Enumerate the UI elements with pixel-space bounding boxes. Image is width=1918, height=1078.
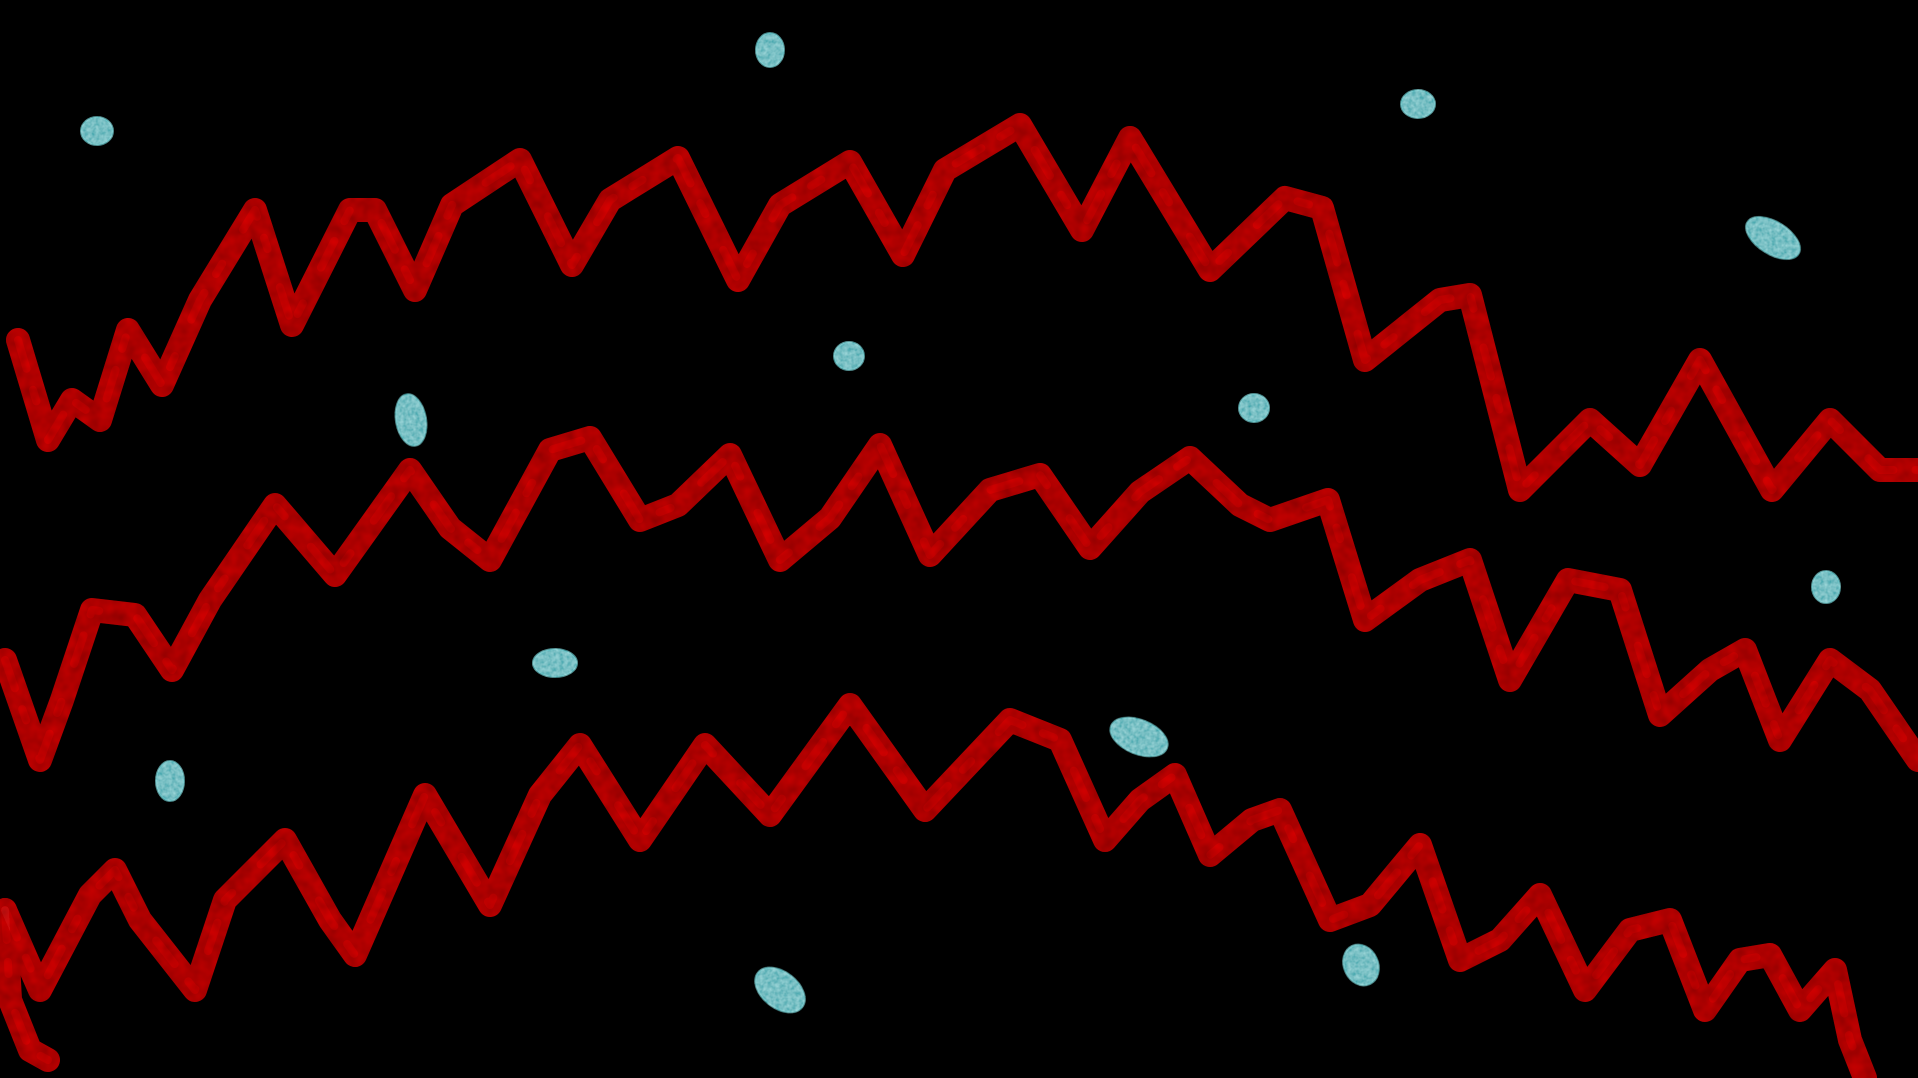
bacterium [755,32,785,68]
bacterium [1238,393,1270,423]
bacterium [1109,716,1169,758]
bacterium [1811,570,1841,604]
bacterium [1400,89,1436,119]
spirochete-1-body-highlight [14,121,1918,494]
bacterium [394,393,428,447]
bacterium [833,341,865,371]
bacterium [80,116,114,146]
spirochete-3 [0,693,1877,1078]
bacterium [1745,216,1801,260]
bacterium [532,648,578,678]
spirochete-2-body-highlight [1,434,1918,764]
spirochete-1 [6,113,1918,502]
bacterium [1342,943,1380,987]
bacterium [754,966,806,1014]
spirochete-3-tail-highlight [1,906,52,1064]
spirochete-2 [0,426,1918,772]
bacterium [155,760,185,802]
bacteria-cluster [80,32,1841,1014]
spirochete-3-body [0,693,1877,1078]
